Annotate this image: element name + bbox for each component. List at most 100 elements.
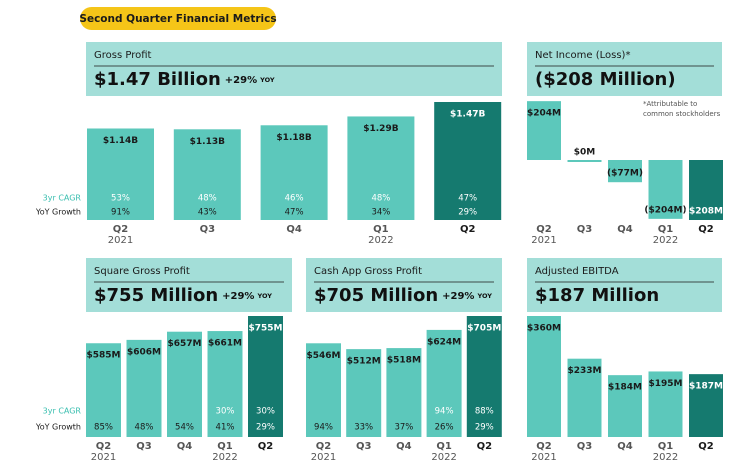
row-value: 47% [285, 208, 304, 218]
x-tick-year: 2022 [368, 235, 393, 246]
bar [689, 160, 723, 220]
data-label: $184M [608, 383, 642, 393]
row-value: 54% [175, 423, 194, 433]
bar [207, 331, 243, 437]
data-label: $661M [208, 339, 242, 349]
row-value: 34% [371, 208, 390, 218]
bar [87, 128, 154, 220]
row-value: 48% [198, 194, 217, 204]
x-tick-label: Q2 [258, 441, 274, 452]
row-value: 33% [354, 423, 373, 433]
x-tick-label: Q3 [577, 224, 593, 235]
x-tick-year: 2021 [531, 452, 556, 463]
panel-title: Net Income (Loss)* [535, 50, 630, 61]
x-tick-label: Q1 [373, 224, 389, 235]
data-label: $0M [574, 148, 596, 158]
row-value: 85% [94, 423, 113, 433]
bar [608, 375, 642, 437]
panel-header [527, 258, 722, 312]
x-tick-label: Q3 [200, 224, 216, 235]
headline-growth-unit: YOY [259, 76, 275, 84]
data-label: $624M [427, 337, 461, 347]
data-label: $606M [127, 347, 161, 357]
row-value: 29% [475, 423, 494, 433]
x-tick-label: Q2 [460, 224, 476, 235]
x-tick-label: Q1 [658, 441, 674, 452]
x-tick-label: Q1 [217, 441, 233, 452]
headline-growth: +29% [225, 75, 257, 86]
bar [173, 129, 241, 220]
headline-value: $755 Million [94, 285, 218, 306]
row-value: 88% [475, 407, 494, 417]
footnote: common stockholders [643, 110, 721, 118]
row-label: 3yr CAGR [43, 194, 82, 203]
data-label: $1.13B [190, 137, 225, 147]
x-tick-year: 2022 [653, 452, 678, 463]
row-value: 30% [256, 407, 275, 417]
x-tick-label: Q4 [617, 441, 633, 452]
header-banner [80, 7, 276, 30]
panel-header [306, 258, 502, 312]
row-value: 26% [435, 423, 454, 433]
row-value: 46% [285, 194, 304, 204]
header-title: Second Quarter Financial Metrics [79, 13, 276, 25]
row-value: 94% [435, 407, 454, 417]
x-tick-year: 2022 [431, 452, 456, 463]
row-value: 91% [111, 208, 130, 218]
x-tick-label: Q2 [96, 441, 112, 452]
panel-header [86, 258, 292, 312]
footnote: *Attributable to [643, 100, 697, 108]
bar [648, 160, 683, 219]
data-label: $187M [689, 382, 723, 392]
row-label: YoY Growth [35, 423, 81, 432]
headline: $1.47 Billion +29% YOY [94, 69, 275, 90]
data-label: $360M [527, 324, 561, 334]
panel-title: Adjusted EBITDA [535, 266, 619, 277]
x-tick-year: 2021 [311, 452, 336, 463]
x-tick-label: Q1 [436, 441, 452, 452]
data-label: $546M [306, 351, 340, 361]
x-tick-label: Q2 [316, 441, 332, 452]
data-label: $204M [527, 109, 561, 119]
bar [567, 160, 602, 162]
bar [306, 343, 341, 437]
x-tick-year: 2021 [108, 235, 133, 246]
x-tick-label: Q4 [396, 441, 412, 452]
data-label: $1.18B [276, 133, 311, 143]
panel-header [527, 42, 722, 96]
headline: $187 Million [535, 285, 659, 306]
x-tick-label: Q2 [536, 224, 552, 235]
data-label: $1.14B [103, 136, 138, 146]
data-label: ($77M) [607, 169, 643, 179]
row-label: YoY Growth [35, 208, 81, 217]
row-value: 47% [458, 194, 477, 204]
row-value: 53% [111, 194, 130, 204]
x-tick-label: Q4 [177, 441, 193, 452]
bar [167, 331, 202, 437]
panel-title: Gross Profit [94, 50, 152, 61]
headline-growth: +29% [442, 291, 474, 302]
x-tick-label: Q1 [658, 224, 674, 235]
x-tick-label: Q3 [356, 441, 372, 452]
panel-title: Square Gross Profit [94, 266, 190, 277]
panel-header [86, 42, 502, 96]
panel-title: Cash App Gross Profit [314, 266, 422, 277]
x-tick-year: 2021 [531, 235, 556, 246]
data-label: $585M [86, 351, 120, 361]
data-label: ($208M) [685, 207, 727, 217]
data-label: $512M [347, 357, 381, 367]
x-tick-year: 2021 [91, 452, 116, 463]
data-label: $518M [387, 356, 421, 366]
bar [527, 316, 561, 437]
headline-value: $1.47 Billion [94, 69, 221, 90]
bar [126, 339, 162, 437]
x-tick-label: Q4 [286, 224, 302, 235]
bar [648, 371, 683, 437]
headline-value: $187 Million [535, 285, 659, 306]
bar [86, 343, 121, 437]
x-tick-year: 2022 [212, 452, 237, 463]
row-value: 29% [256, 423, 275, 433]
headline-growth: +29% [222, 291, 254, 302]
x-tick-label: Q4 [617, 224, 633, 235]
